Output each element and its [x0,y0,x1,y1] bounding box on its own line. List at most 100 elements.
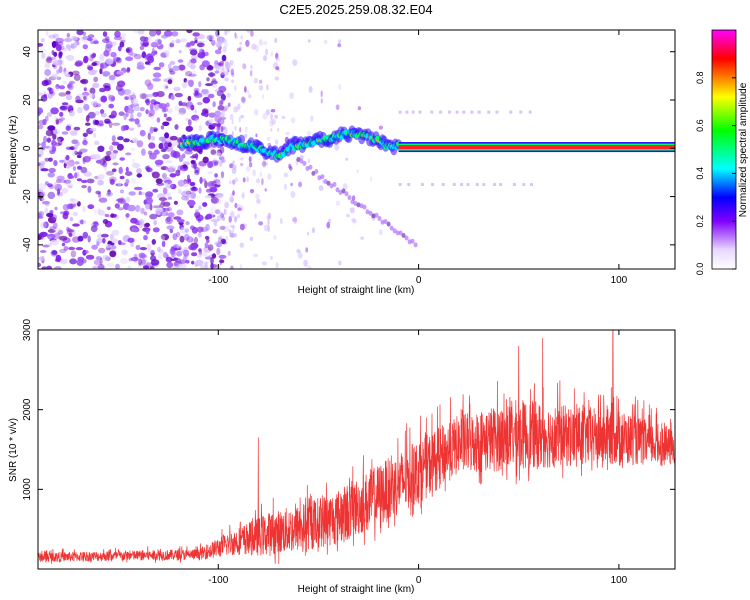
noise-blob [114,30,121,38]
noise-blob [75,95,81,102]
noise-blob [58,51,63,57]
sideband-mark [439,110,443,114]
trail-mark [371,213,376,219]
noise-blob [250,30,254,37]
noise-blob [95,159,102,164]
noise-blob [74,143,79,150]
noise-blob [232,190,235,196]
noise-blob [196,226,204,233]
noise-blob [93,132,97,138]
noise-blob [174,258,182,263]
trail-mark [341,188,346,194]
track-halo [238,134,245,145]
noise-blob [83,55,89,63]
sideband-mark [487,110,491,114]
noise-blob [64,73,71,78]
noise-blob [212,83,217,89]
noise-blob [47,216,57,224]
noise-blob [236,47,241,52]
noise-blob [121,33,127,38]
noise-blob [189,64,196,70]
noise-blob [39,161,46,166]
sideband-mark [466,183,470,186]
noise-blob [246,30,252,33]
noise-blob [175,39,181,44]
noise-blob [193,87,200,93]
sideband-mark [430,110,434,114]
noise-blob [240,162,244,167]
noise-blob [41,141,46,148]
noise-blob [125,171,133,177]
noise-blob [205,83,213,87]
noise-blob [56,69,60,75]
noise-blob [102,219,109,224]
noise-blob [153,128,158,132]
colorbar: 0.0 0.2 0.4 0.6 0.8 Normalized spectral ampl… [695,29,749,275]
noise-blob [190,245,197,251]
noise-blob [74,161,80,165]
noise-blob [81,185,87,189]
noise-blob [108,74,116,81]
noise-blob [74,150,78,155]
noise-blob [139,129,146,137]
trail-mark [377,216,382,221]
noise-blob [346,213,350,218]
noise-blob [163,30,173,37]
noise-blob [189,49,198,56]
trail-mark [338,190,343,195]
noise-blob [55,254,62,262]
noise-blob [180,38,187,43]
noise-blob [180,226,187,234]
noise-blob [275,262,279,269]
noise-blob [145,109,149,115]
noise-blob [101,233,109,238]
noise-blob [132,98,138,105]
noise-blob [225,61,231,70]
noise-blob [307,158,310,164]
noise-blob [233,216,238,223]
noise-blob [191,114,200,121]
noise-blob [119,41,125,48]
noise-blob [117,200,127,205]
noise-blob [103,50,110,57]
noise-blob [65,182,73,187]
noise-blob [72,211,79,217]
noise-blob [244,86,247,93]
noise-blob [70,159,74,163]
noise-blob [125,56,134,61]
noise-blob [147,249,156,254]
noise-blob [125,178,130,184]
y-tick-label: 3000 [22,318,33,341]
noise-blob [267,212,272,219]
noise-blob [237,213,240,219]
sideband-mark [448,110,451,114]
noise-blob [155,208,164,216]
noise-blob [338,39,341,44]
noise-blob [90,100,99,107]
noise-blob [197,33,205,40]
noise-blob [146,93,155,98]
noise-blob [46,265,52,269]
noise-blob [231,72,235,78]
noise-blob [246,176,249,183]
noise-blob [92,82,100,88]
noise-blob [111,229,120,236]
noise-blob [77,256,85,262]
noise-blob [173,200,178,205]
noise-blob [342,183,348,191]
noise-blob [73,41,78,49]
noise-blob [251,43,257,50]
y-tick-label: -20 [22,189,33,204]
noise-blob [240,35,243,40]
noise-blob [38,125,44,130]
noise-blob [65,165,71,169]
noise-blob [38,162,41,167]
noise-blob [150,41,159,47]
noise-blob [110,213,115,218]
noise-blob [131,256,139,262]
noise-blob [181,81,189,89]
noise-blob [279,218,283,225]
noise-blob [220,94,226,101]
noise-blob [334,144,340,151]
